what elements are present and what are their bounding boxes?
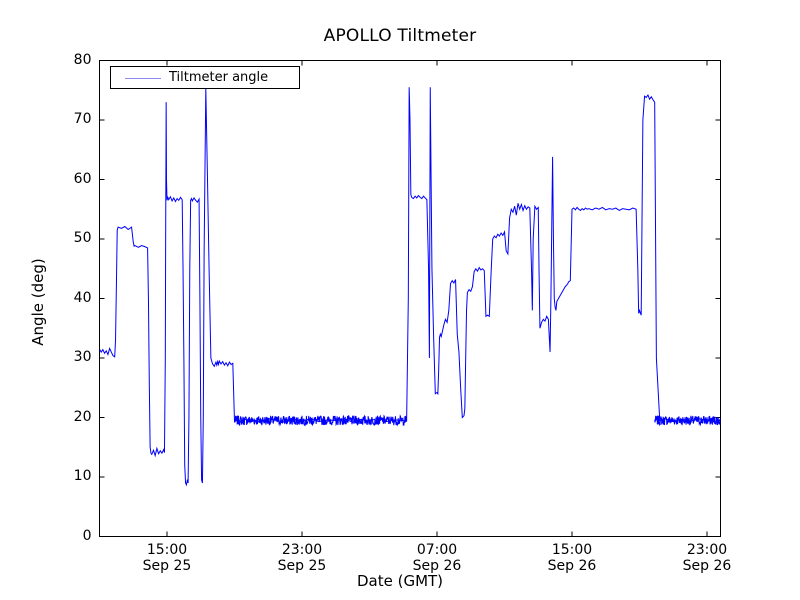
y-tick-label: 80 [73,51,92,68]
y-tick-label: 60 [73,170,92,187]
legend-line-swatch [125,78,161,79]
y-axis-label: Angle (deg) [29,258,47,346]
x-tick-label: 07:00 Sep 26 [377,542,497,574]
x-tick-label: 23:00 Sep 25 [242,542,362,574]
x-tick-label: 15:00 Sep 25 [107,542,227,574]
x-tick-time: 07:00 [416,541,458,558]
x-tick-date: Sep 26 [682,557,732,574]
x-tick-date: Sep 25 [277,557,327,574]
y-tick-label: 0 [82,527,92,544]
x-tick-time: 15:00 [146,541,188,558]
data-series-group [99,87,721,487]
x-tick-time: 23:00 [281,541,323,558]
chart-title: APOLLO Tiltmeter [323,26,477,46]
y-tick-label: 70 [73,111,92,127]
y-tick-label: 30 [73,349,92,365]
legend-label: Tiltmeter angle [169,70,269,85]
x-tick-time: 15:00 [551,541,593,558]
y-tick-label: 10 [73,468,92,484]
y-tick-label: 20 [73,408,92,425]
data-line-noise [654,415,721,427]
y-tick-label: 50 [73,230,92,246]
x-tick-date: Sep 26 [547,557,597,574]
legend: Tiltmeter angle [110,66,300,89]
data-line-noise [234,414,408,427]
x-axis-label: Date (GMT) [356,572,444,590]
x-tick-label: 23:00 Sep 26 [647,542,767,574]
y-tick-label: 40 [73,289,92,306]
data-line [99,87,721,487]
x-tick-time: 23:00 [686,541,728,558]
x-axis-ticks [166,60,708,537]
x-tick-date: Sep 25 [142,557,192,574]
x-tick-label: 15:00 Sep 26 [512,542,632,574]
x-tick-date: Sep 26 [412,557,462,574]
